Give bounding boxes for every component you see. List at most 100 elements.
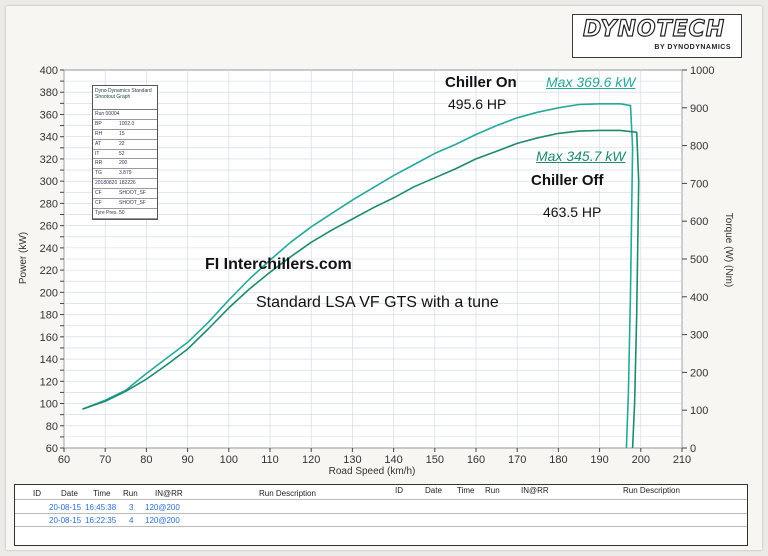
row-run: 3 xyxy=(129,503,134,512)
dynotech-logo: DYNOTECH BY DYNODYNAMICS xyxy=(572,14,742,58)
table-header: Date xyxy=(425,486,442,495)
x-tick-label: 130 xyxy=(343,454,361,466)
info-key: 20180820 xyxy=(95,180,118,187)
table-divider xyxy=(15,513,747,514)
info-value: 50 xyxy=(119,209,125,216)
x-tick-label: 120 xyxy=(302,454,320,466)
y-tick-label: 380 xyxy=(40,87,58,99)
series-line-chiller-off xyxy=(82,129,640,449)
y-tick-label: 60 xyxy=(46,443,58,455)
info-row: Run 00004 xyxy=(93,110,157,120)
x-tick-label: 160 xyxy=(467,454,485,466)
table-header: ID xyxy=(395,486,403,495)
info-value: 1002.0 xyxy=(119,120,135,127)
info-row: Tyre Pres. 50 xyxy=(93,209,157,219)
info-value: 200 xyxy=(119,160,128,167)
y-tick-label: 140 xyxy=(40,354,58,366)
x-tick-label: 190 xyxy=(590,454,608,466)
info-value: SHOOT_SF xyxy=(119,190,146,197)
y2-tick-label: 400 xyxy=(690,292,708,304)
info-row: RH 15 xyxy=(93,130,157,140)
info-key: Run 00004 xyxy=(95,111,120,117)
y2-tick-label: 100 xyxy=(690,405,708,417)
y2-tick-label: 900 xyxy=(690,103,708,115)
y-tick-label: 200 xyxy=(40,287,58,299)
y2-tick-label: 500 xyxy=(690,254,708,266)
table-header: ID xyxy=(33,489,41,498)
x-tick-label: 80 xyxy=(140,454,152,466)
info-key: CF xyxy=(95,190,102,197)
info-key: RR xyxy=(95,160,103,167)
x-tick-label: 180 xyxy=(549,454,567,466)
table-header: Run xyxy=(123,489,138,498)
info-value: 15 xyxy=(119,130,125,137)
info-key: TG xyxy=(95,170,102,177)
table-header: Time xyxy=(457,486,475,495)
info-row: CF SHOOT_SF xyxy=(93,189,157,200)
y-tick-label: 280 xyxy=(40,198,58,210)
y2-tick-label: 700 xyxy=(690,178,708,190)
info-title: Dyno Dynamics Standard Shootout Graph xyxy=(93,86,157,110)
x-tick-label: 200 xyxy=(632,454,650,466)
y-tick-label: 180 xyxy=(40,310,58,322)
row-date: 20-08-15 xyxy=(49,516,82,525)
info-row: BP 1002.0 xyxy=(93,120,157,130)
y2-tick-label: 1000 xyxy=(690,65,714,77)
y-tick-label: 100 xyxy=(40,399,58,411)
info-rows: Run 00004 BP 1002.0 RH 15 AT 22 IT 52 RR 200 TG 3.87… xyxy=(93,110,157,220)
max-on-label: Max 369.6 kW xyxy=(546,74,636,90)
table-header: IN@RR xyxy=(521,486,549,495)
hp-on-label: 495.6 HP xyxy=(448,96,507,112)
series-line-chiller-on xyxy=(82,103,634,449)
info-value: 182226 xyxy=(119,180,136,187)
y2-tick-label: 200 xyxy=(690,367,708,379)
x-axis-label: Road Speed (km/h) xyxy=(329,466,416,477)
y-tick-label: 360 xyxy=(40,109,58,121)
y-tick-label: 240 xyxy=(40,243,58,255)
logo-subtext: BY DYNODYNAMICS xyxy=(654,44,731,51)
info-row: RR 200 xyxy=(93,159,157,170)
y2-ticks: 0 100 200 300 400 500 600 700 800 900 1000 xyxy=(682,65,714,455)
y-tick-label: 400 xyxy=(40,65,58,77)
run-info-box: Dyno Dynamics Standard Shootout Graph Ru… xyxy=(92,85,158,220)
y2-tick-label: 800 xyxy=(690,141,708,153)
row-inrr: 120@200 xyxy=(145,503,180,512)
table-divider xyxy=(15,499,747,500)
info-key: Tyre Pres. xyxy=(95,209,118,216)
y-tick-label: 220 xyxy=(40,265,58,277)
info-value: SHOOT_SF xyxy=(119,200,146,207)
chiller-on-label: Chiller On xyxy=(445,74,517,91)
y-tick-label: 340 xyxy=(40,132,58,144)
info-row: AT 22 xyxy=(93,140,157,150)
table-header: Run xyxy=(485,486,500,495)
x-tick-label: 60 xyxy=(58,454,70,466)
x-tick-label: 90 xyxy=(181,454,193,466)
series-lines xyxy=(82,103,640,449)
info-row: TG 3.879 xyxy=(93,169,157,180)
info-value: 52 xyxy=(119,150,125,157)
x-tick-label: 70 xyxy=(99,454,111,466)
x-tick-label: 110 xyxy=(261,454,279,466)
table-divider xyxy=(15,526,747,527)
info-row: Gear 4 xyxy=(93,219,157,220)
info-key: CF xyxy=(95,200,102,207)
description-label: Standard LSA VF GTS with a tune xyxy=(256,294,499,311)
y-tick-label: 320 xyxy=(40,154,58,166)
info-value: 4 xyxy=(119,219,122,220)
x-ticks: 60 70 80 90 100 110 120 130 140 150 160 170 180 190 20… xyxy=(58,448,691,466)
info-key: BP xyxy=(95,120,102,127)
table-header: Time xyxy=(93,489,111,498)
x-tick-label: 100 xyxy=(220,454,238,466)
logo-text: DYNOTECH xyxy=(582,16,726,42)
info-key: AT xyxy=(95,140,102,147)
x-tick-label: 150 xyxy=(426,454,444,466)
y-tick-label: 300 xyxy=(40,176,58,188)
run-table: ID Date Time Run IN@RR Run Description ID Date T… xyxy=(14,484,748,546)
x-tick-label: 170 xyxy=(508,454,526,466)
y-tick-label: 120 xyxy=(40,376,58,388)
row-date: 20-08-15 xyxy=(49,503,82,512)
max-off-label: Max 345.7 kW xyxy=(536,148,626,164)
y-tick-label: 80 xyxy=(46,421,58,433)
y2-tick-label: 300 xyxy=(690,330,708,342)
